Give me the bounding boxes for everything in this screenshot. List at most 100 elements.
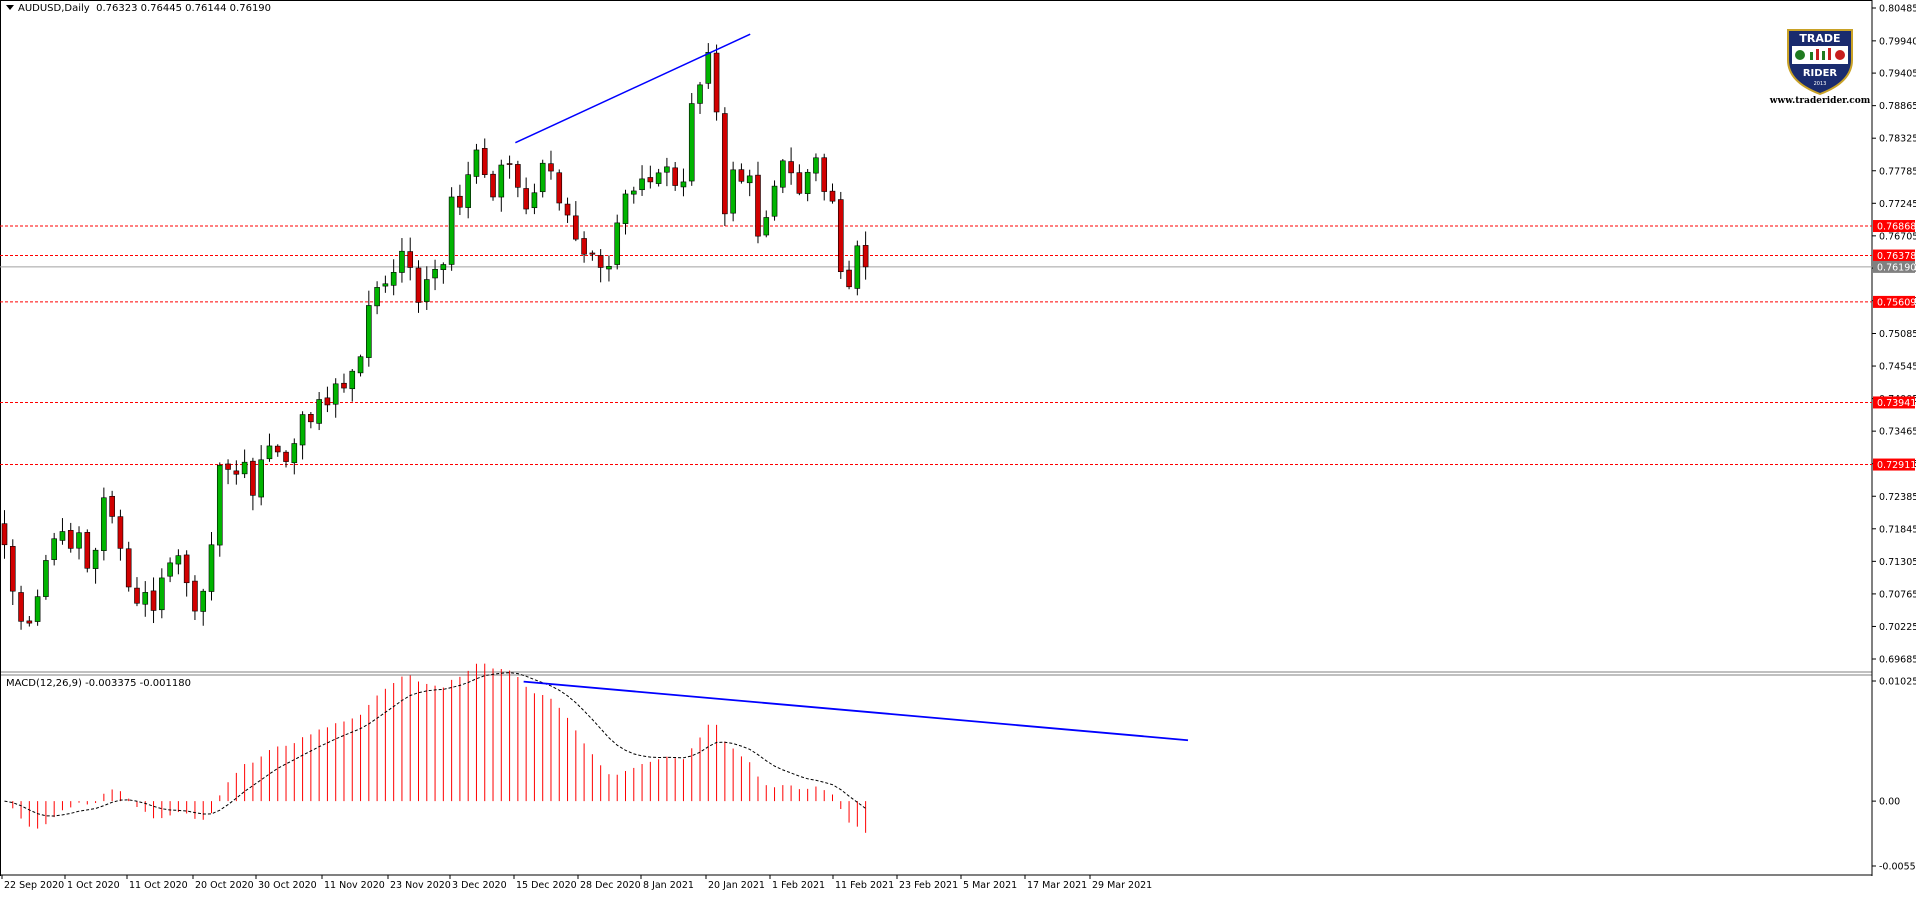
bearish-candle [821,157,828,192]
time-tick-label: 5 Mar 2021 [963,880,1017,891]
bullish-candle [142,592,149,605]
bullish-candle [423,279,430,302]
bearish-candle [829,190,836,202]
bullish-candle [208,544,215,592]
bullish-candle [473,149,480,177]
price-tick-label: 0.77245 [1879,199,1916,210]
time-tick-label: 3 Dec 2020 [452,880,507,891]
bullish-candle [92,549,99,569]
bullish-candle [448,196,455,265]
shield-logo-icon: TRADE RIDER 2013 [1787,29,1853,96]
bullish-candle [216,464,223,546]
bearish-candle [341,382,347,389]
bullish-candle [630,190,637,195]
bullish-candle [241,461,248,475]
logo-url[interactable]: www.traderider.com [1769,96,1871,106]
time-tick-label: 22 Sep 2020 [4,880,64,891]
price-label: 0.72911 [1877,460,1916,471]
bullish-candle [655,172,662,184]
price-tick-label: 0.73465 [1879,427,1916,438]
bearish-candle [324,397,331,406]
bullish-candle [763,217,770,236]
bearish-candle [225,463,231,470]
symbol-label: AUDUSD,Daily [18,3,90,14]
logo-top-text: TRADE [1799,32,1840,45]
bullish-candle [59,531,66,541]
bearish-candle [18,592,24,622]
bearish-candle [67,530,74,549]
bearish-candle [183,554,190,584]
price-label-box [1873,249,1915,262]
time-tick-label: 28 Dec 2020 [580,880,641,891]
bullish-candle [854,245,861,289]
price-label-box [1873,260,1915,273]
price-label-box [1873,295,1915,308]
bearish-candle [407,251,414,268]
bearish-candle [672,167,678,186]
price-label: 0.76868 [1877,222,1916,233]
bullish-candle [622,193,629,224]
bearish-candle [713,52,720,113]
bearish-candle [862,245,869,268]
bullish-candle [813,157,819,174]
bearish-candle [788,161,794,174]
bullish-candle [43,560,49,597]
price-tick-label: 0.70765 [1879,589,1916,600]
bullish-candle [299,414,306,446]
bullish-candle [688,103,695,182]
bullish-candle [357,356,364,374]
bullish-candle [680,181,687,188]
bullish-candle [697,84,703,104]
bullish-candle [664,166,670,173]
bullish-candle [266,445,273,460]
bullish-candle [349,370,356,390]
time-tick-label: 15 Dec 2020 [516,880,577,891]
time-tick-label: 20 Oct 2020 [195,880,254,891]
bullish-candle [200,590,207,612]
macd-trend-line [523,680,1189,742]
bearish-candle [109,495,115,517]
price-tick-label: 0.79940 [1879,36,1916,47]
time-tick-label: 11 Nov 2020 [324,880,385,891]
price-label-box [1873,220,1915,233]
price-tick-label: 0.74545 [1879,362,1916,373]
bullish-candle [465,174,471,208]
bearish-candle [233,470,240,475]
price-label: 0.73941 [1877,398,1916,409]
bullish-candle [440,264,447,271]
bullish-candle [614,222,621,265]
bearish-candle [556,172,563,204]
bullish-candle [746,175,753,184]
bearish-candle [722,113,728,215]
bearish-candle [481,148,488,175]
bearish-candle [250,460,256,496]
time-tick-label: 1 Feb 2021 [772,880,825,891]
bullish-candle [159,577,165,611]
bearish-candle [755,174,761,237]
bearish-candle [283,451,289,462]
price-tick-label: 0.79405 [1879,69,1916,80]
bullish-candle [76,532,82,549]
bullish-candle [374,287,380,307]
time-tick-label: 29 Mar 2021 [1092,880,1152,891]
bearish-candle [506,163,513,165]
chart-header: AUDUSD,Daily 0.76323 0.76445 0.76144 0.7… [6,3,271,14]
bearish-candle [1,523,8,546]
bullish-candle [432,269,438,279]
price-label-box [1873,396,1915,409]
bearish-candle [150,590,157,611]
bullish-candle [539,162,546,193]
bullish-candle [175,555,182,565]
price-tick-label: 0.76705 [1879,231,1916,242]
logo-year: 2013 [1814,81,1827,87]
time-tick-label: 17 Mar 2021 [1027,880,1087,891]
bullish-candle [258,459,264,498]
bearish-candle [589,252,596,255]
bullish-candle [316,399,322,424]
price-tick-label: 0.78325 [1879,134,1916,145]
price-tick-label: 0.71845 [1879,524,1916,535]
bearish-candle [573,215,579,240]
dropdown-icon[interactable] [6,5,14,10]
